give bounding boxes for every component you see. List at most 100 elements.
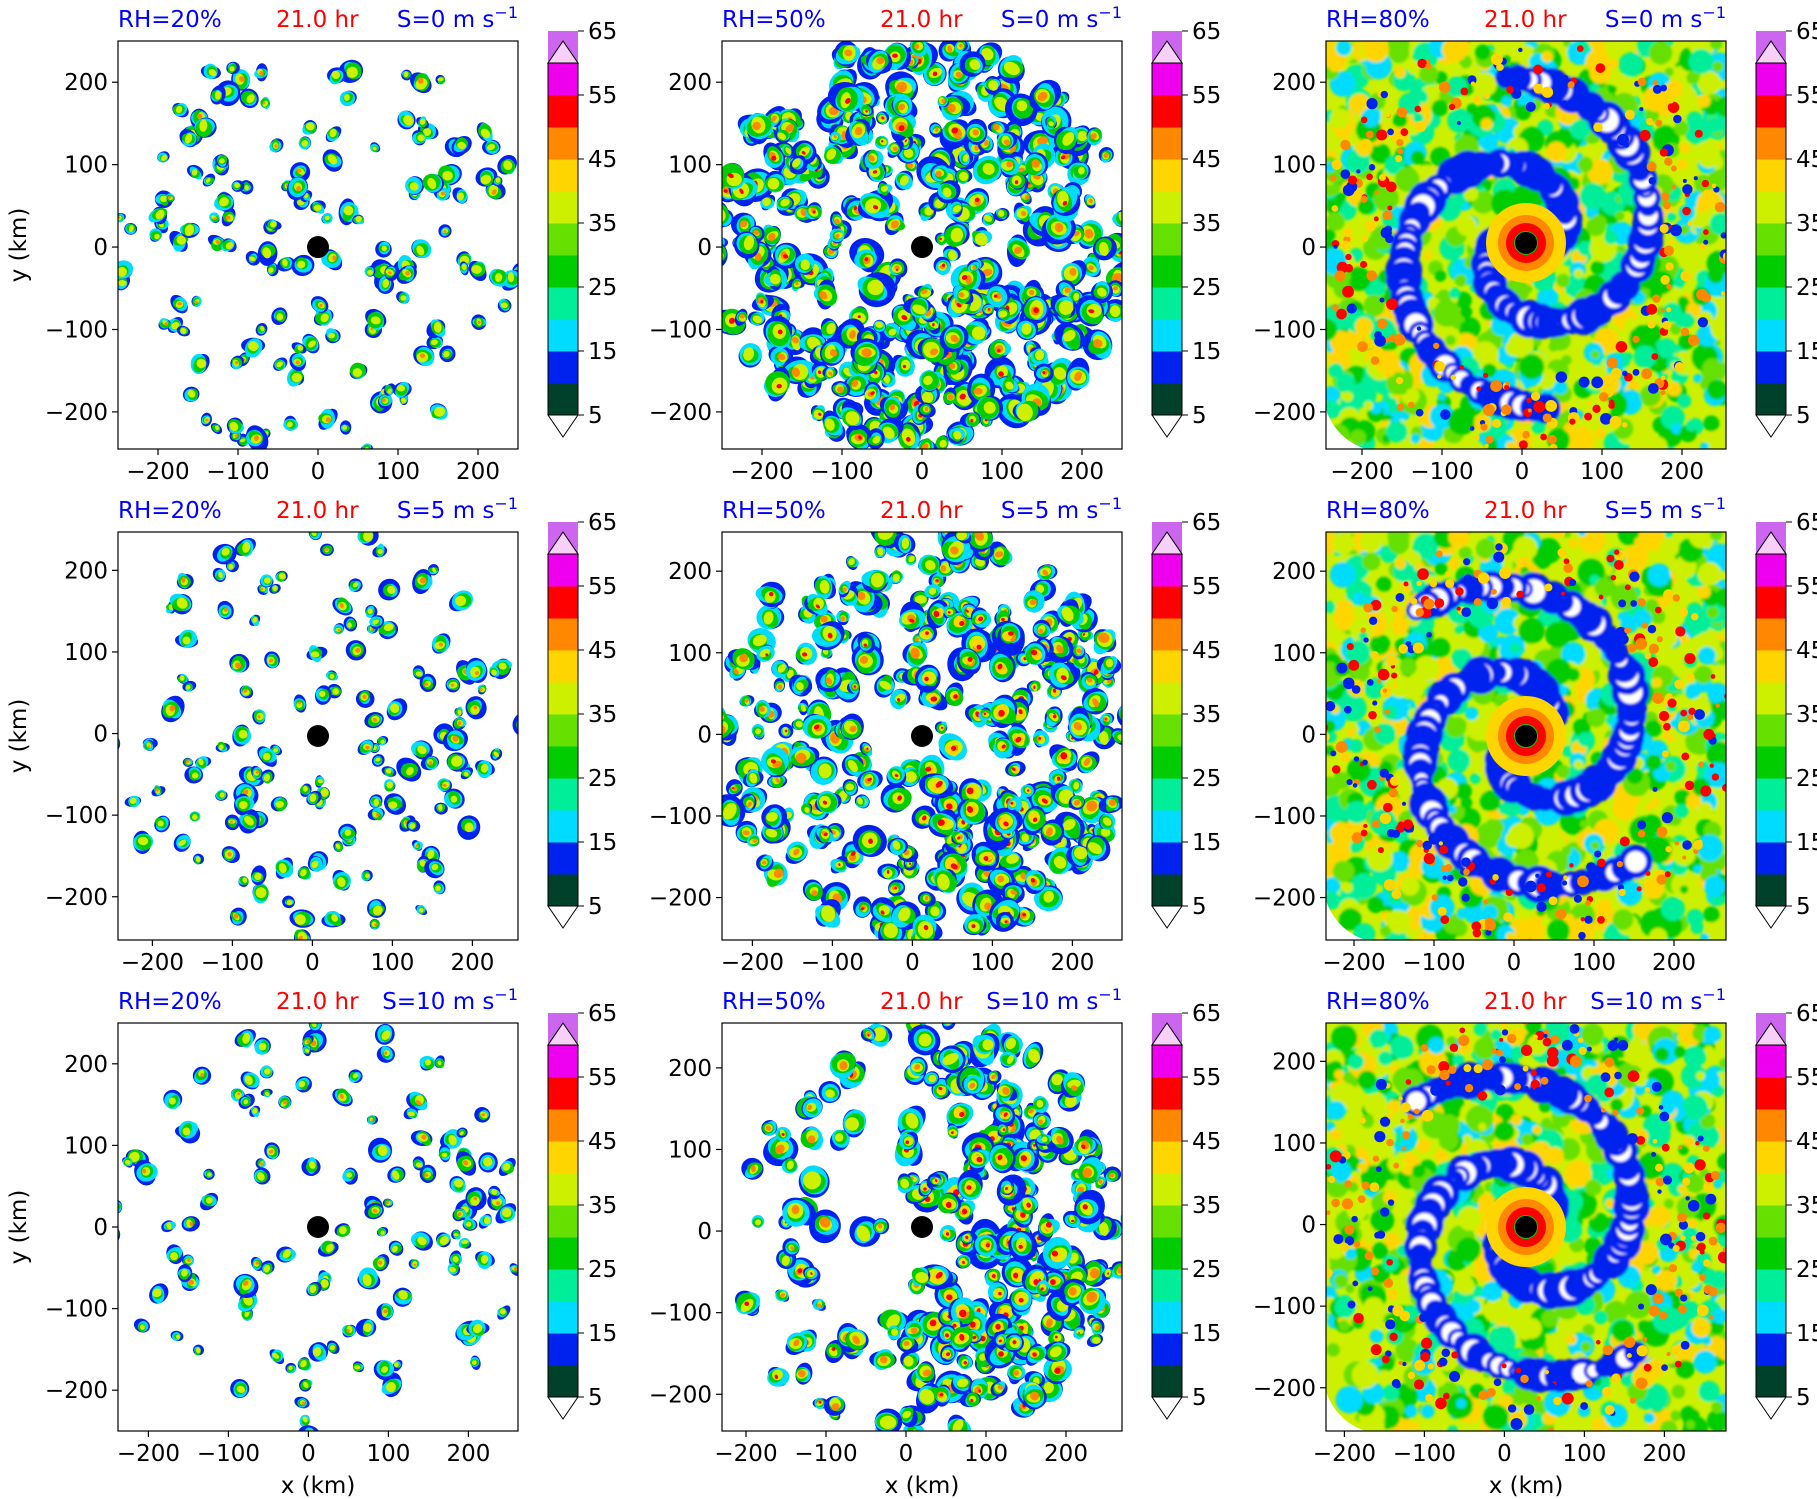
storm-center-marker — [307, 236, 329, 259]
storm-center-marker — [1515, 1216, 1537, 1238]
y-axis-label: y (km) — [6, 1190, 32, 1265]
x-tick-label: 100 — [370, 950, 414, 976]
colorbar-segment — [1152, 746, 1182, 779]
y-tick-label: 0 — [1301, 1213, 1316, 1239]
time-label: 21.0 hr — [276, 7, 359, 33]
y-tick-label: −200 — [45, 885, 108, 911]
colorbar-segment — [548, 1365, 578, 1398]
x-tick-label: 0 — [311, 459, 326, 485]
colorbar-segment — [1756, 319, 1786, 352]
colorbar-tick-label: 35 — [1796, 211, 1817, 237]
colorbar-segment — [548, 223, 578, 256]
colorbar: 5 15 25 35 45 55 65 — [1151, 19, 1221, 438]
colorbar-tick-label: 15 — [1796, 339, 1817, 365]
y-tick-label: −200 — [45, 1378, 108, 1404]
y-axis-label: y (km) — [6, 699, 32, 774]
time-label: 21.0 hr — [1484, 7, 1567, 33]
x-tick-label: 100 — [376, 459, 420, 485]
colorbar-segment — [1152, 1269, 1182, 1302]
panel-1: −200 −200 −100 −100 0 0 100 100 200 200 RH=20% 21.0… — [6, 3, 617, 485]
colorbar-tick-label: 5 — [588, 403, 603, 429]
colorbar-segment — [1756, 351, 1786, 384]
y-tick-label: 200 — [668, 70, 712, 96]
colorbar-tick-label: 5 — [1796, 1385, 1811, 1411]
axes-frame — [721, 1022, 1123, 1432]
colorbar-segment — [1756, 842, 1786, 875]
y-tick-label: 100 — [668, 1137, 712, 1163]
y-tick-label: −200 — [45, 400, 108, 426]
colorbar-segment — [548, 127, 578, 160]
colorbar-tick-label: 15 — [588, 830, 617, 856]
panel-2: −200 −200 −100 −100 0 0 100 100 200 200 RH=50% 21.0… — [649, 3, 1221, 485]
colorbar-segment — [548, 1333, 578, 1366]
y-tick-label: −100 — [45, 1297, 108, 1323]
axes-frame — [1325, 1022, 1727, 1432]
x-tick-label: 200 — [1652, 950, 1696, 976]
colorbar-tick-label: 65 — [588, 19, 617, 45]
y-tick-label: 0 — [697, 1219, 712, 1245]
y-tick-label: 200 — [1272, 70, 1316, 96]
colorbar-segment — [1756, 714, 1786, 747]
rh-label: RH=20% — [118, 989, 222, 1015]
rh-label: RH=50% — [722, 498, 826, 524]
colorbar-segment — [1756, 586, 1786, 619]
colorbar-tick-label: 55 — [1796, 83, 1817, 109]
colorbar-tick-label: 65 — [1192, 19, 1221, 45]
x-tick-label: −200 — [714, 1441, 777, 1467]
colorbar-segment — [548, 191, 578, 224]
colorbar-tick-label: 45 — [588, 638, 617, 664]
colorbar-tick-label: 25 — [1192, 1257, 1221, 1283]
shear-label: S=5 m s−1 — [1001, 494, 1122, 524]
y-tick-label: −200 — [1253, 400, 1316, 426]
colorbar-segment — [1756, 1205, 1786, 1238]
panel-3: −200 −200 −100 −100 0 0 100 100 200 200 RH=80% 21.0… — [1253, 3, 1817, 485]
colorbar-segment — [1756, 618, 1786, 651]
colorbar-segment — [548, 554, 578, 587]
colorbar-segment — [548, 810, 578, 843]
colorbar-tick-label: 65 — [588, 1001, 617, 1027]
x-axis-label: x (km) — [281, 1473, 356, 1499]
y-tick-label: 200 — [668, 559, 712, 585]
panel-9: −200 −200 −100 −100 0 0 100 100 200 200 RH=80% 21.0… — [1253, 985, 1817, 1499]
colorbar-tick-label: 65 — [1192, 510, 1221, 536]
colorbar-tick-label: 25 — [1796, 275, 1817, 301]
colorbar-segment — [1756, 554, 1786, 587]
colorbar-segment — [1756, 287, 1786, 320]
y-tick-label: −200 — [649, 1382, 712, 1408]
colorbar-tick-label: 45 — [1192, 638, 1221, 664]
colorbar-segment — [548, 1173, 578, 1206]
storm-center-marker — [1515, 725, 1537, 747]
reflectivity-field — [118, 1023, 518, 1431]
x-tick-label: 0 — [905, 950, 920, 976]
time-label: 21.0 hr — [880, 989, 963, 1015]
x-tick-label: −200 — [721, 950, 784, 976]
colorbar-segment — [548, 1141, 578, 1174]
reflectivity-field — [722, 532, 1122, 940]
x-tick-label: −100 — [197, 1441, 260, 1467]
y-tick-label: 100 — [1272, 641, 1316, 667]
y-tick-label: −100 — [649, 1301, 712, 1327]
colorbar-segment — [548, 1237, 578, 1270]
colorbar-segment — [548, 618, 578, 651]
colorbar-segment — [1152, 1109, 1182, 1142]
shear-label: S=0 m s−1 — [397, 3, 518, 33]
colorbar: 5 15 25 35 45 55 65 — [1755, 19, 1817, 438]
colorbar-segment — [1152, 682, 1182, 715]
colorbar-segment — [1152, 586, 1182, 619]
colorbar-tick-label: 35 — [588, 702, 617, 728]
reflectivity-field — [118, 59, 518, 449]
reflectivity-field — [1326, 41, 1726, 449]
reflectivity-field — [735, 1023, 1122, 1431]
colorbar-segment — [548, 778, 578, 811]
colorbar-tick-label: 15 — [1192, 1321, 1221, 1347]
y-tick-label: 0 — [697, 235, 712, 261]
x-tick-label: 0 — [915, 459, 930, 485]
colorbar: 5 15 25 35 45 55 65 — [1755, 1001, 1817, 1420]
colorbar-segment — [1756, 1109, 1786, 1142]
colorbar-segment — [1152, 319, 1182, 352]
time-label: 21.0 hr — [276, 498, 359, 524]
colorbar-tick-label: 35 — [1796, 1193, 1817, 1219]
shear-label: S=0 m s−1 — [1605, 3, 1726, 33]
rh-label: RH=20% — [118, 498, 222, 524]
colorbar-tick-label: 15 — [1796, 830, 1817, 856]
